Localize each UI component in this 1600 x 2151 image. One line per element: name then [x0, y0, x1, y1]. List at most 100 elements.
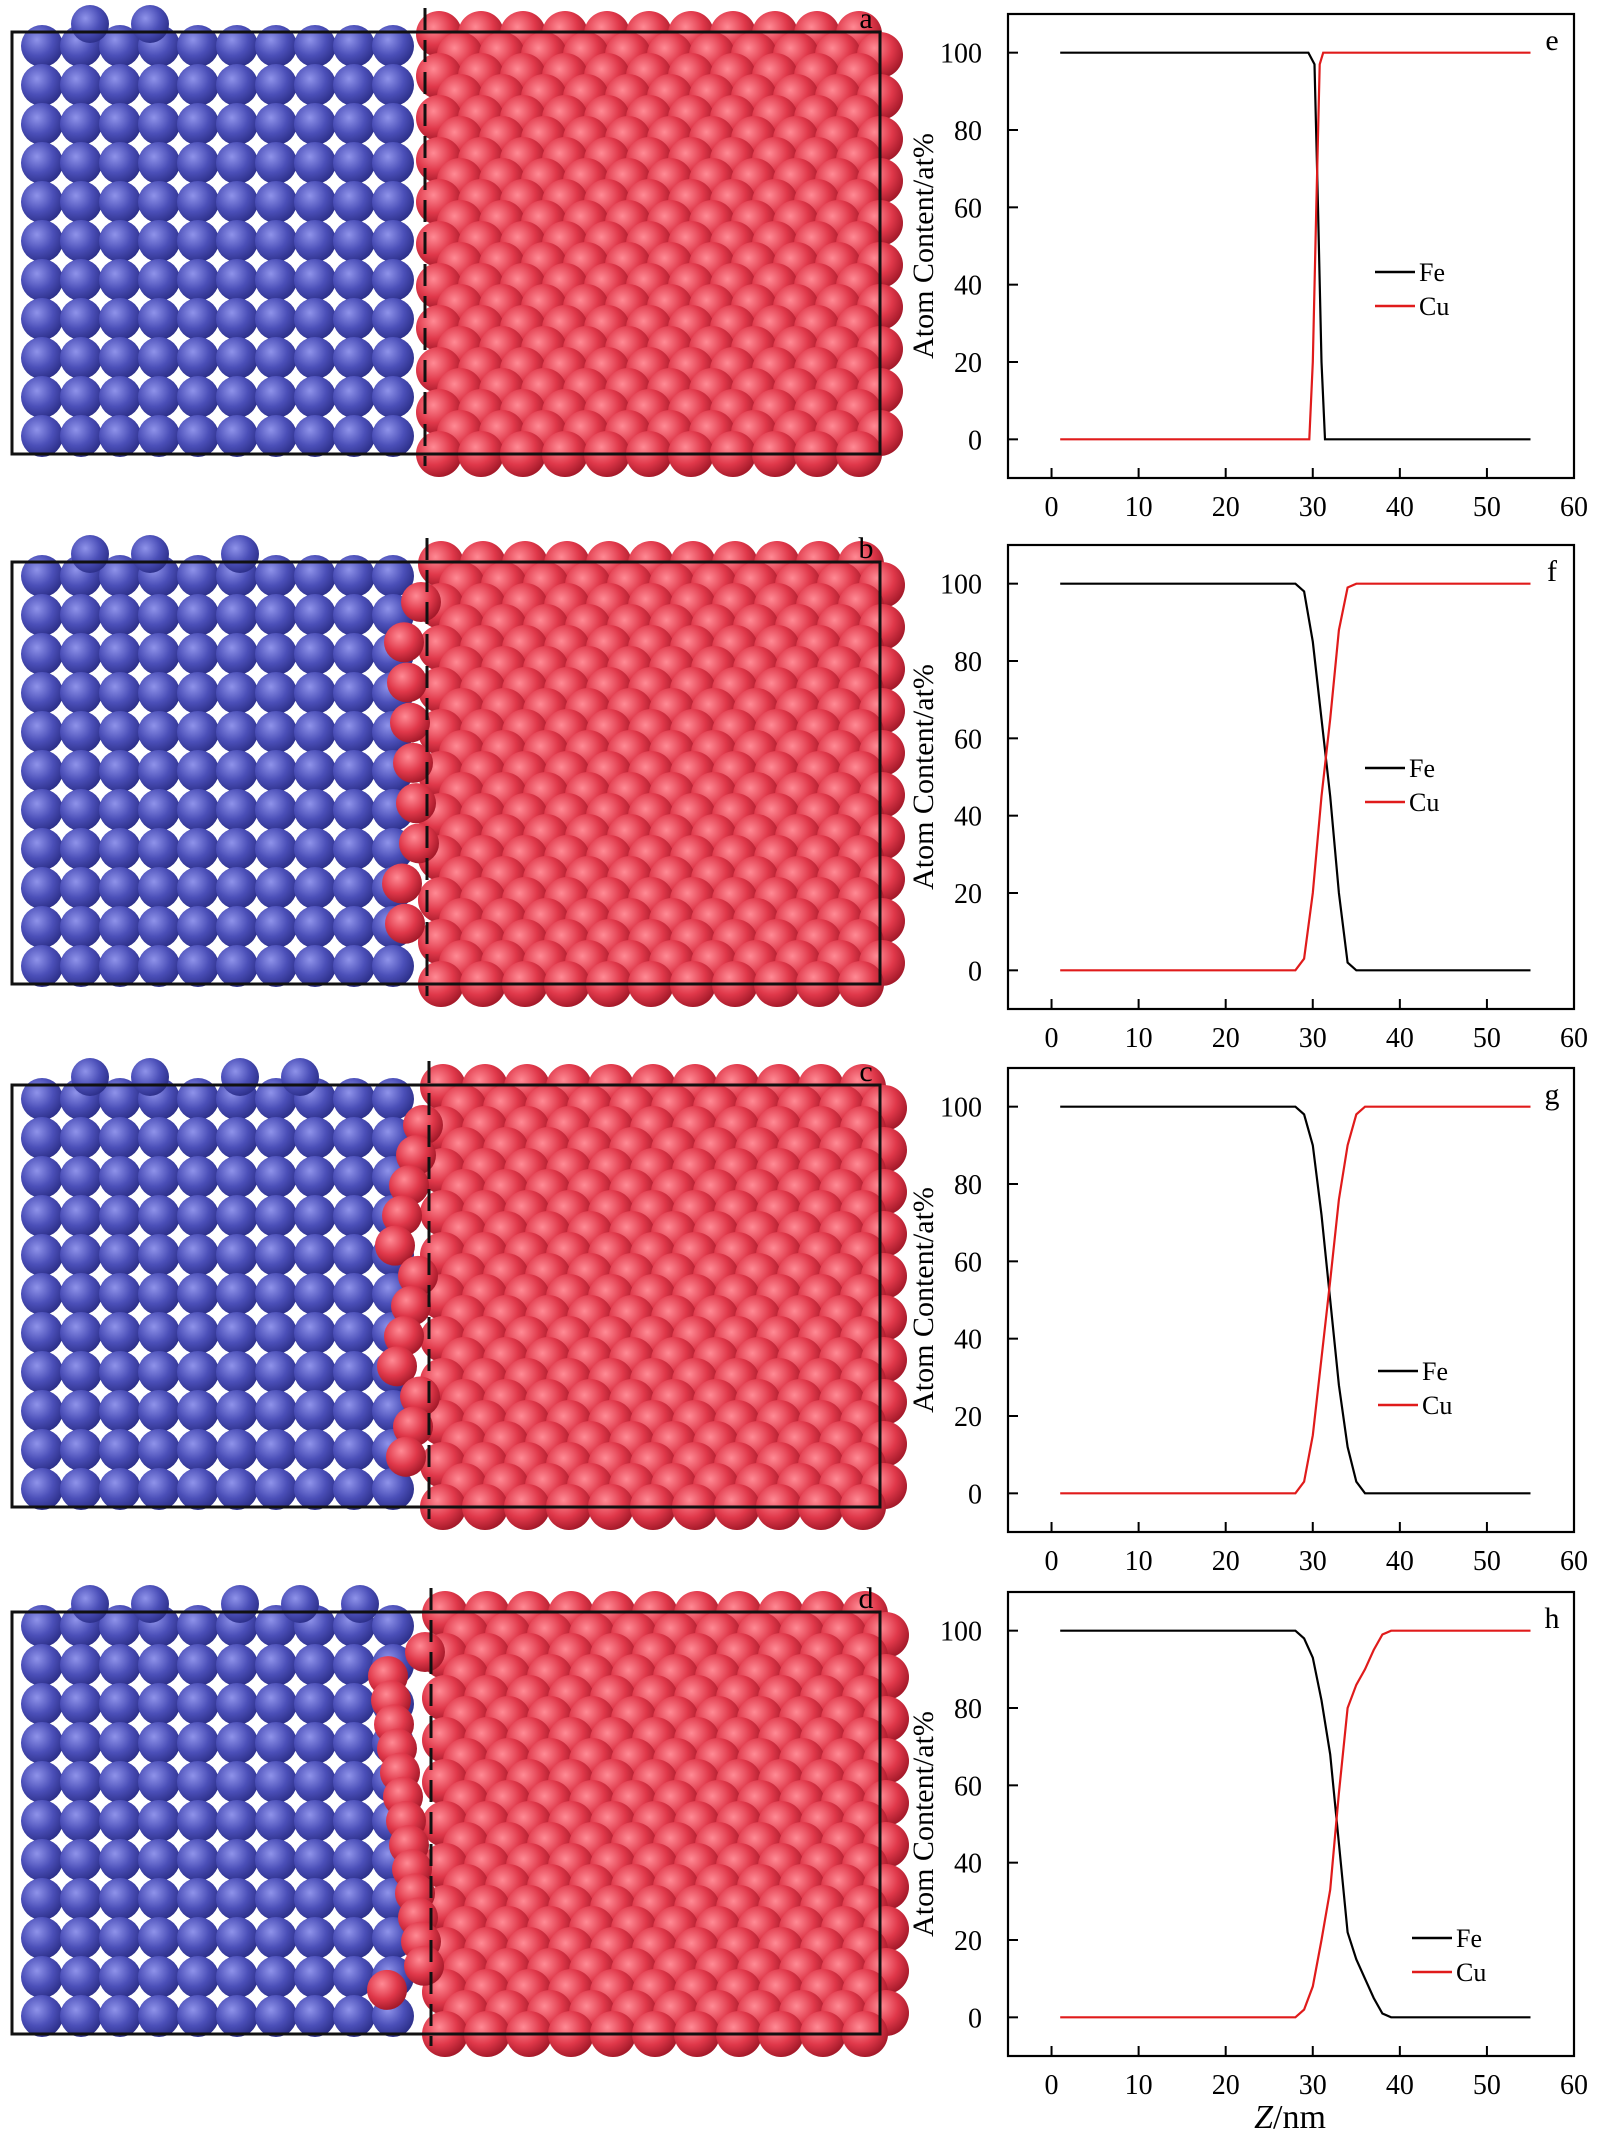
x-tick-label: 10	[1125, 2070, 1153, 2101]
fe-atom	[21, 1273, 63, 1315]
fe-atom	[216, 867, 258, 909]
fe-atom	[216, 1683, 258, 1725]
shared-x-axis-label: Z/nm	[1254, 2099, 1326, 2136]
series-line-fe	[1060, 1629, 1531, 2019]
fe-atom	[21, 1800, 63, 1842]
cu-atom-interdiffused	[385, 903, 425, 944]
fe-atom	[255, 298, 297, 340]
fe-atom	[21, 64, 63, 106]
fe-atom	[60, 259, 102, 301]
fe-atom	[138, 1117, 180, 1159]
fe-atom	[255, 376, 297, 418]
x-tick-label: 60	[1560, 2070, 1588, 2101]
fe-atom	[60, 1761, 102, 1803]
fe-atom	[294, 867, 336, 909]
fe-atom	[341, 1585, 379, 1623]
fe-atom	[177, 672, 219, 714]
fe-atom	[255, 867, 297, 909]
y-tick-label: 100	[940, 1617, 982, 1648]
cu-atom-interdiffused	[382, 1195, 422, 1236]
fe-atom	[294, 711, 336, 753]
fe-atom	[372, 220, 414, 262]
fe-atom	[60, 828, 102, 870]
fe-atom	[60, 142, 102, 184]
fe-atom	[60, 1312, 102, 1354]
fe-atom	[60, 64, 102, 106]
x-axis-label-variable: Z	[1254, 2099, 1274, 2136]
x-tick-label: 30	[1299, 1546, 1327, 1577]
fe-atom	[255, 672, 297, 714]
fe-atom	[21, 1722, 63, 1764]
fe-atom	[21, 1234, 63, 1276]
plot-frame	[1006, 543, 1576, 1011]
fe-atom	[333, 711, 375, 753]
fe-atom	[21, 1078, 63, 1120]
fe-atom	[177, 711, 219, 753]
fe-atom	[216, 337, 258, 379]
fe-atom	[71, 5, 109, 43]
fe-atom	[177, 103, 219, 145]
fe-atom	[21, 1351, 63, 1393]
fe-atom	[138, 1683, 180, 1725]
fe-atom	[216, 1995, 258, 2037]
cu-atom-interdiffused	[377, 1346, 417, 1387]
fe-atom	[255, 415, 297, 457]
fe-atom	[99, 1995, 141, 2037]
y-tick-label: 0	[968, 1479, 982, 1510]
fe-atom	[21, 376, 63, 418]
fe-atom	[99, 1234, 141, 1276]
fe-atom	[21, 1956, 63, 1998]
fe-atom	[138, 906, 180, 948]
fe-atom	[60, 181, 102, 223]
fe-atom	[216, 181, 258, 223]
fe-atom	[177, 1273, 219, 1315]
fe-atom	[333, 25, 375, 67]
legend-label-fe: Fe	[1456, 1924, 1482, 1953]
fe-atom	[333, 1644, 375, 1686]
fe-atom	[333, 555, 375, 597]
fe-atom	[333, 867, 375, 909]
fe-atom	[177, 1839, 219, 1881]
fe-atom	[60, 1956, 102, 1998]
fe-atom	[138, 594, 180, 636]
y-tick-label: 40	[954, 271, 982, 302]
y-tick-label: 0	[968, 425, 982, 456]
fe-atom	[177, 1117, 219, 1159]
y-axis-label: Atom Content/at%	[907, 133, 940, 359]
fe-atom	[221, 1058, 259, 1096]
x-tick-label: 0	[1045, 2070, 1059, 2101]
fe-atom	[255, 1800, 297, 1842]
fe-atom	[255, 633, 297, 675]
fe-atom	[60, 1644, 102, 1686]
fe-atom	[60, 337, 102, 379]
fe-atom	[216, 828, 258, 870]
fe-atom	[21, 1839, 63, 1881]
fe-atom	[294, 672, 336, 714]
fe-atom	[60, 1878, 102, 1920]
fe-atom	[372, 181, 414, 223]
fe-atom	[333, 1195, 375, 1237]
fe-atom	[294, 750, 336, 792]
fe-atom	[99, 1312, 141, 1354]
fe-atom	[255, 1429, 297, 1471]
legend-label-cu: Cu	[1409, 788, 1439, 817]
fe-atom	[333, 103, 375, 145]
fe-atom	[99, 1722, 141, 1764]
fe-atom	[177, 750, 219, 792]
y-tick-label: 100	[940, 570, 982, 601]
fe-atom	[333, 415, 375, 457]
fe-atom	[138, 1722, 180, 1764]
fe-atom	[294, 633, 336, 675]
x-tick-label: 40	[1386, 1546, 1414, 1577]
fe-atom	[138, 1156, 180, 1198]
fe-atom	[99, 376, 141, 418]
fe-atom	[71, 1585, 109, 1623]
fe-atom	[255, 1956, 297, 1998]
fe-atom	[216, 220, 258, 262]
fe-atom	[294, 1351, 336, 1393]
fe-atom	[99, 1273, 141, 1315]
fe-atom	[60, 633, 102, 675]
fe-atom	[255, 828, 297, 870]
fe-atom	[138, 337, 180, 379]
